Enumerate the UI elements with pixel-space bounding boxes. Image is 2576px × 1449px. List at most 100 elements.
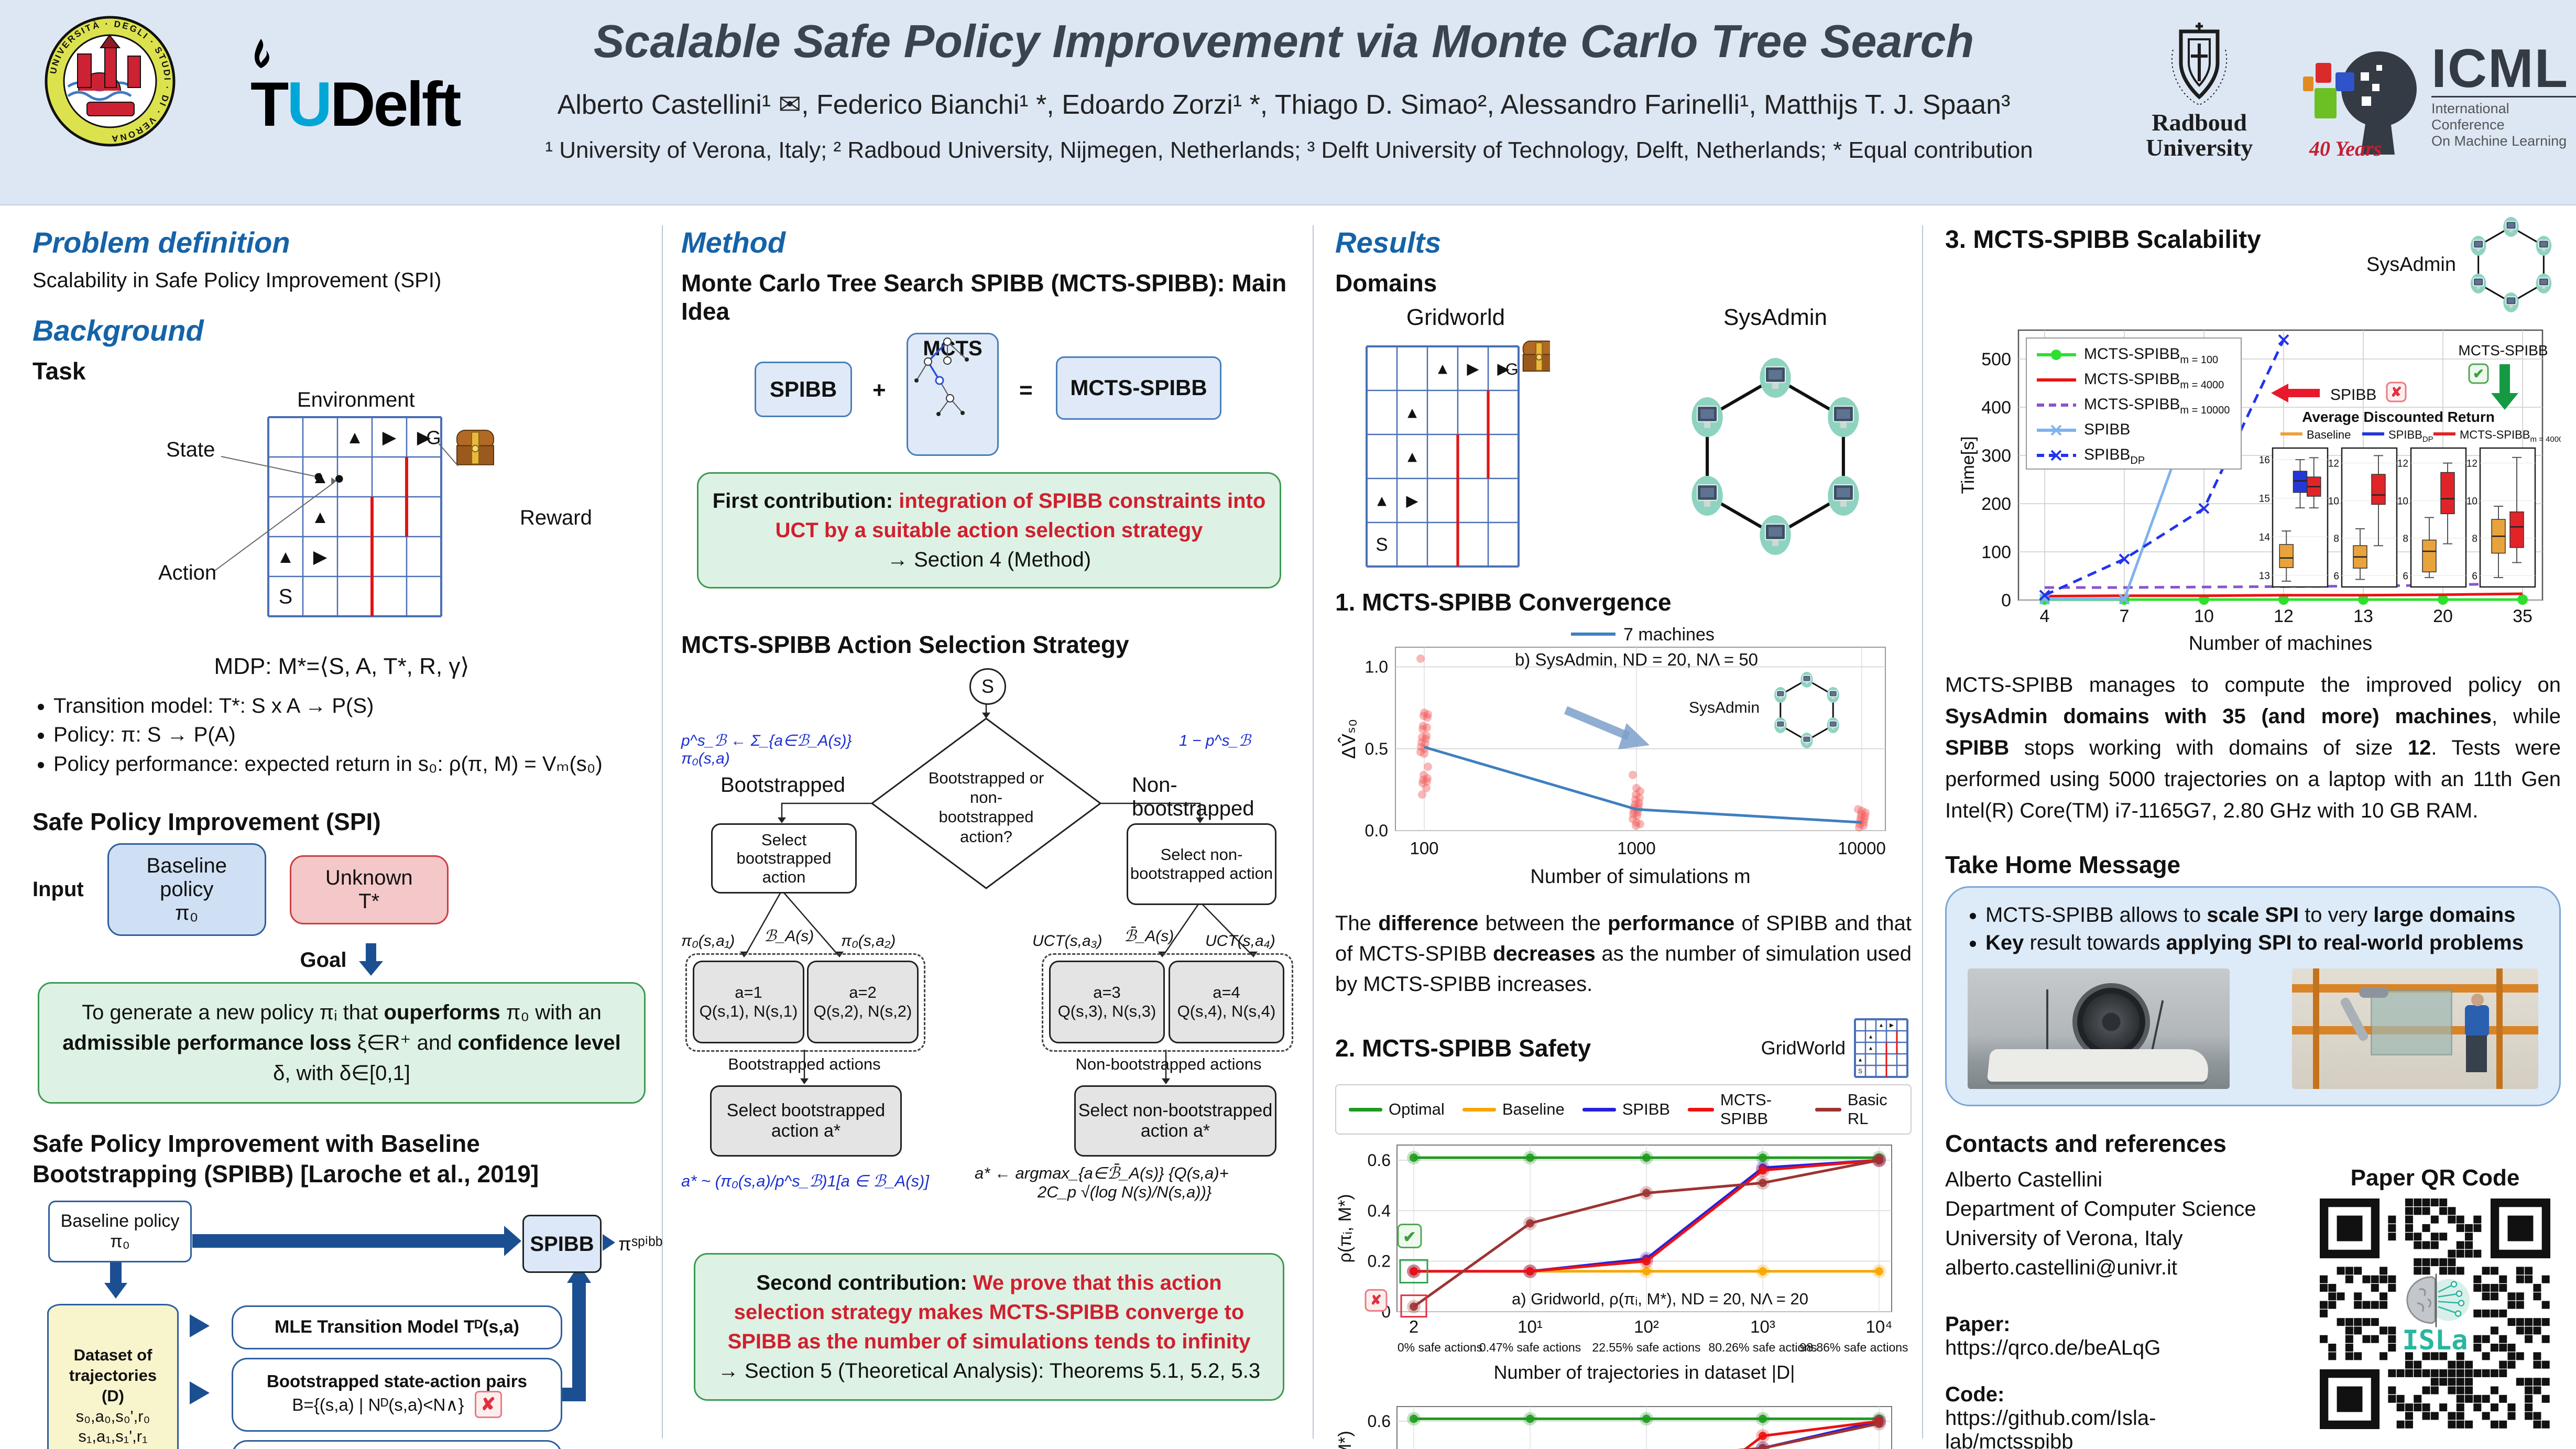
mcts-tree-icon: [914, 337, 969, 416]
spibb-heading: Safe Policy Improvement with Baseline Bo…: [32, 1130, 539, 1187]
flow-final-right-box: Select non-bootstrapped action a*: [1074, 1085, 1276, 1157]
dataset-l1: Dataset of: [73, 1346, 152, 1365]
boot-l1: Bootstrapped state-action pairs: [267, 1371, 527, 1391]
tu-delft-logo: TUDelft: [246, 39, 462, 140]
nonbootstrapped-pairs-box: Non-Bootstrapped state-action pairs B̄={…: [232, 1440, 562, 1449]
bullet-policy: Policy: π: S → P(A): [53, 723, 651, 747]
a3-label: a=3: [1093, 983, 1121, 1002]
poster-affiliations: ¹ University of Verona, Italy; ² Radboud…: [545, 137, 2033, 163]
gridworld-mini-icon: ▲ ▶ ▲ ▲ ▲ S: [1854, 1018, 1908, 1078]
svg-text:12: 12: [2397, 459, 2408, 470]
svg-text:200: 200: [1981, 494, 2011, 514]
airboat-photo: [1968, 968, 2230, 1089]
flow-edge-r2: ℬ̄_A(s): [1124, 928, 1174, 945]
icml-wordmark: ICML International Conference On Machine…: [2431, 41, 2576, 149]
svg-text:Average Discounted Return: Average Discounted Return: [2302, 409, 2495, 425]
svg-text:▶: ▶: [1497, 361, 1509, 378]
svg-text:10: 10: [2466, 496, 2477, 507]
safety-chart-a: 0 0.2 0.4 0.6 a) Gridworld, ρ(πᵢ, M*), ND = …: [1335, 1139, 1912, 1398]
svg-text:100: 100: [1981, 542, 2011, 562]
red-cross-icon: ✘: [474, 1391, 502, 1419]
code-label: Code:: [1945, 1383, 2005, 1406]
university-of-verona-seal-icon: UNIVERSITÀ · DEGLI · STUDI · DI · VERONA: [42, 13, 178, 152]
unknown-line2: T*: [358, 889, 380, 913]
svg-text:SPIBB: SPIBB: [2084, 421, 2130, 438]
svg-text:G: G: [426, 427, 441, 449]
svg-text:S: S: [1376, 535, 1388, 555]
svg-text:400: 400: [1981, 398, 2011, 418]
column-divider-1: [662, 225, 663, 1439]
boot-l2: B={(s,a) | Nᴰ(s,a)<N∧}: [292, 1394, 464, 1414]
flow-formula-left: p^s_ℬ ← Σ_{a∈ℬ_A(s)} π₀(s,a): [681, 732, 852, 767]
unknown-t-box: Unknown T*: [289, 855, 449, 924]
contact-univ: University of Verona, Italy: [1945, 1227, 2183, 1250]
sysadmin-small-icon: [2470, 217, 2552, 312]
flow-nonboot-actions-wrap: [1042, 953, 1293, 1052]
svg-text:22.55% safe actions: 22.55% safe actions: [1592, 1341, 1700, 1354]
svg-text:7: 7: [2120, 606, 2130, 626]
warehouse-robot-photo: [2292, 968, 2538, 1089]
svg-text:10: 10: [2397, 496, 2408, 507]
svg-text:▲: ▲: [1404, 449, 1420, 466]
strategy-heading: MCTS-SPIBB Action Selection Strategy: [681, 631, 1129, 658]
contact-email[interactable]: alberto.castellini@univr.it: [1945, 1256, 2178, 1279]
svg-text:15: 15: [2259, 494, 2270, 505]
svg-text:▲: ▲: [1868, 1046, 1873, 1052]
legend-item-mcts-spibb: MCTS-SPIBB: [1688, 1091, 1797, 1128]
svg-text:S: S: [279, 585, 292, 608]
paper-url[interactable]: https://qrco.de/beALqG: [1945, 1336, 2161, 1359]
flow-action-a2: a=2 Q(s,2), N(s,2): [807, 961, 919, 1043]
svg-text:500: 500: [1981, 350, 2011, 369]
safety-legend: Optimal Baseline SPIBB MCTS-SPIBB Basic RL: [1335, 1084, 1912, 1135]
flow-boot-actions-wrap: [685, 953, 925, 1052]
svg-text:b) SysAdmin, ND = 20, NΛ = 50: b) SysAdmin, ND = 20, NΛ = 50: [1515, 650, 1758, 669]
flow-caption-left: Bootstrapped actions: [728, 1055, 881, 1073]
gridworld-figure: ▲ ▶ ▶ ▲ ▲ ▲ ▶ S G: [1366, 340, 1556, 568]
tu-delft-flame-icon: [254, 39, 269, 68]
heading-background: Background: [32, 314, 204, 347]
eq-mcts-box: MCTS: [907, 333, 999, 456]
spibb-baseline-box: Baseline policy π₀: [48, 1201, 192, 1262]
baseline-policy-line1: Baseline policy: [146, 854, 227, 901]
code-url[interactable]: https://github.com/Isla-lab/mctsspibb: [1945, 1407, 2156, 1449]
legend-item-basic-rl: Basic RL: [1815, 1091, 1898, 1128]
flow-formula-bottom-right: a* ← argmax_{a∈ℬ̄_A(s)} {Q(s,a)+ 2C_p √(…: [975, 1164, 1297, 1202]
svg-text:1000: 1000: [1617, 838, 1655, 858]
goal-box: To generate a new policy πᵢ that ouperfo…: [38, 982, 646, 1104]
svg-text:✘: ✘: [2391, 384, 2402, 400]
flow-formula-right: 1 − p^s_ℬ: [1179, 732, 1251, 749]
tud-u: U: [287, 69, 332, 139]
column-divider-2: [1313, 225, 1314, 1439]
svg-text:CVar ρ(πᵢ, M*): CVar ρ(πᵢ, M*): [1335, 1431, 1355, 1449]
gridworld-label: Gridworld: [1406, 304, 1505, 330]
spi-heading: Safe Policy Improvement (SPI): [32, 808, 381, 835]
svg-text:▲: ▲: [1435, 361, 1450, 378]
spibb-box: SPIBB: [522, 1215, 602, 1273]
svg-text:▶: ▶: [1890, 1023, 1894, 1029]
svg-text:6: 6: [2403, 571, 2408, 582]
svg-text:▲: ▲: [346, 428, 364, 448]
svg-text:0.2: 0.2: [1368, 1252, 1391, 1271]
svg-text:10⁴: 10⁴: [1866, 1317, 1893, 1336]
dataset-l5: s₁,a₁,s₁',r₁: [78, 1427, 148, 1446]
svg-text:0.6: 0.6: [1368, 1151, 1391, 1170]
second-contribution-box: Second contribution: We prove that this …: [694, 1253, 1284, 1401]
a4-label: a=4: [1213, 983, 1240, 1002]
svg-text:12: 12: [2274, 606, 2294, 626]
icml-sub2: On Machine Learning: [2431, 133, 2567, 149]
contribution2-red: We prove that this action selection stra…: [727, 1271, 1251, 1353]
svg-text:100: 100: [1410, 838, 1438, 858]
convergence-paragraph: The difference between the performance o…: [1335, 912, 1912, 996]
contribution1-arrow: → Section 4 (Method): [887, 548, 1091, 571]
svg-text:▶: ▶: [313, 547, 328, 567]
a2-label: a=2: [849, 983, 877, 1002]
svg-text:6: 6: [2333, 571, 2339, 582]
task-label: Task: [32, 357, 86, 385]
svg-text:MCTS-SPIBB: MCTS-SPIBB: [2458, 342, 2548, 358]
svg-text:13: 13: [2259, 571, 2270, 582]
flow-final-left-box: Select bootstrapped action a*: [710, 1085, 902, 1157]
flow-left-branch-label: Bootstrapped: [721, 773, 845, 797]
svg-text:80.26% safe actions: 80.26% safe actions: [1708, 1341, 1817, 1354]
column-divider-3: [1922, 225, 1923, 1439]
